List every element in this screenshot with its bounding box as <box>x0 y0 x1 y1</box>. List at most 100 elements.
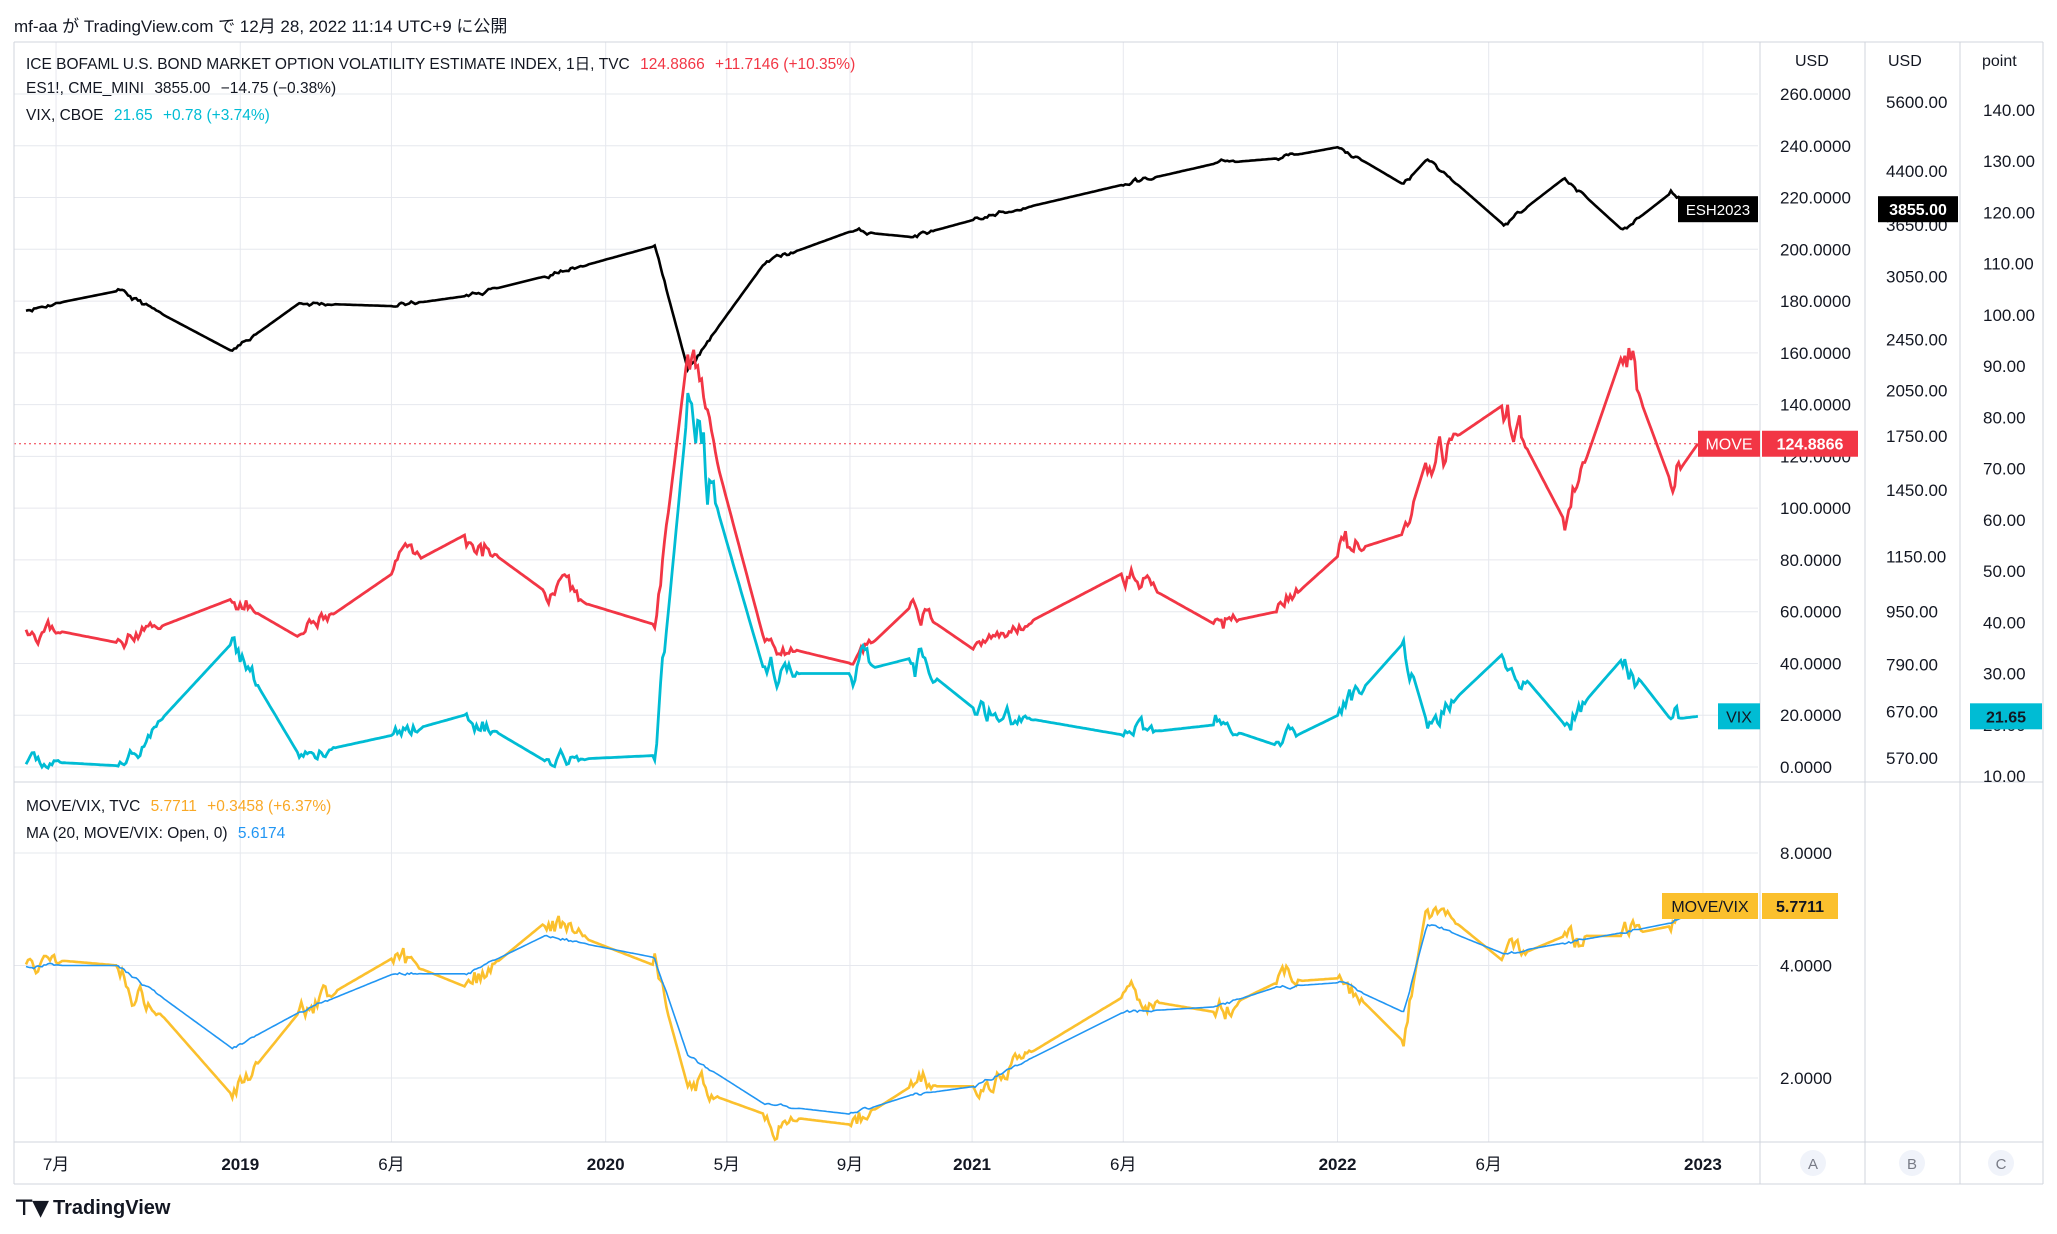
axis-a-tick: 260.0000 <box>1780 85 1851 104</box>
axis-c-tick: 40.00 <box>1983 613 2026 632</box>
axis-b-title: USD <box>1888 53 1922 70</box>
axis-c-tick: 110.00 <box>1983 255 2034 274</box>
vix-value: 21.65 <box>1986 709 2026 726</box>
axis-a-title: USD <box>1795 53 1829 70</box>
legend-vix-name: VIX, CBOE <box>26 107 104 124</box>
es-line <box>25 145 1699 374</box>
es-label: ESH2023 <box>1686 202 1750 219</box>
scale-toggle-a <box>1800 1150 1826 1176</box>
axis-a-tick: 20.0000 <box>1780 706 1841 725</box>
legend-vix[interactable]: VIX, CBOE 21.65 +0.78 (+3.74%) <box>26 107 276 125</box>
scale-label: A <box>1808 1156 1818 1173</box>
ratio-value: 5.7711 <box>1776 899 1824 916</box>
axis-c-tick: 80.00 <box>1983 408 2026 427</box>
axis-b-tick: 2050.00 <box>1886 382 1947 401</box>
chart-frame <box>13 41 2044 1185</box>
axis-c-tick: 120.00 <box>1983 203 2035 222</box>
axis-b-tick: 1150.00 <box>1886 547 1946 566</box>
axis-a-tick: 40.0000 <box>1780 654 1841 673</box>
price-badges: ESH2023 3855.00 MOVE 124.8866 VIX 21.65 MOVE/V… <box>1662 196 2042 920</box>
vix-label-box <box>1718 703 1760 730</box>
legend-move-name: ICE BOFAML U.S. BOND MARKET OPTION VOLAT… <box>26 56 630 73</box>
axis-c-tick: 70.00 <box>1983 460 2026 479</box>
axis-labels: 7月 2019 6月 2020 5月 9月 2021 6月 2022 6月 2023 A B C USD 26… <box>43 53 2035 1176</box>
move-value-box <box>1762 430 1858 457</box>
x-tick-label: 2023 <box>1684 1155 1722 1174</box>
es-value-box <box>1878 196 1958 223</box>
x-tick-label: 2022 <box>1319 1155 1357 1174</box>
legend-ratio-value: 5.7711 <box>150 798 197 815</box>
ratio-label-box <box>1662 893 1758 920</box>
scale-label: B <box>1907 1156 1917 1173</box>
scale-toggle-c <box>1988 1150 2014 1176</box>
legend-vix-value: 21.65 <box>113 107 153 124</box>
legend-ratio[interactable]: MOVE/VIX, TVC 5.7711 +0.3458 (+6.37%) <box>26 798 337 816</box>
move-label-box <box>1698 430 1760 457</box>
legend-ma-name: MA (20, MOVE/VIX: Open, 0) <box>26 825 228 842</box>
axis-a-tick: 100.0000 <box>1780 499 1851 518</box>
axis-b-tick: 3050.00 <box>1886 267 1947 286</box>
axis-c-tick: 140.00 <box>1983 101 2035 120</box>
lower-axis-tick: 2.0000 <box>1780 1069 1832 1088</box>
scale-toggle-b <box>1899 1150 1925 1176</box>
legend-es-name: ES1!, CME_MINI <box>26 80 144 97</box>
vix-label: VIX <box>1726 709 1752 726</box>
axis-a-tick: 220.0000 <box>1780 189 1851 208</box>
axis-a-tick: 160.0000 <box>1780 344 1851 363</box>
axis-c-tick: 90.00 <box>1983 357 2026 376</box>
x-tick-label: 9月 <box>837 1155 863 1174</box>
vix-line <box>24 392 1699 770</box>
axis-b-tick: 2450.00 <box>1886 330 1947 349</box>
axis-c-tick: 50.00 <box>1983 562 2026 581</box>
legend-move-change: +11.7146 (+10.35%) <box>715 56 856 73</box>
move-series-layer <box>24 347 1700 666</box>
x-tick-label: 2019 <box>221 1155 259 1174</box>
ma-series-layer <box>25 909 1699 1115</box>
move-line <box>24 347 1700 666</box>
ratio-line <box>24 904 1699 1142</box>
publish-info: mf-aa が TradingView.com で 12月 28, 2022 1… <box>14 17 508 36</box>
axis-a-tick: 180.0000 <box>1780 292 1851 311</box>
axis-b-tick: 950.00 <box>1886 602 1938 621</box>
axis-c-tick: 30.00 <box>1983 665 2026 684</box>
scale-label: C <box>1996 1156 2007 1173</box>
legend-es-value: 3855.00 <box>154 80 211 97</box>
axis-b-tick: 5600.00 <box>1886 93 1947 112</box>
lower-axis-tick: 8.0000 <box>1780 844 1832 863</box>
legend-ma-value: 5.6174 <box>237 825 286 842</box>
es-value: 3855.00 <box>1889 202 1947 219</box>
axis-c-tick: 10.00 <box>1983 767 2026 786</box>
axis-a-tick: 140.0000 <box>1780 396 1851 415</box>
lower-axis-tick: 4.0000 <box>1780 957 1832 976</box>
axis-c-tick: 60.00 <box>1983 511 2026 530</box>
tradingview-brand[interactable]: ⊤▼ TradingView <box>14 1196 170 1221</box>
axis-a-tick: 80.0000 <box>1780 551 1841 570</box>
ratio-label: MOVE/VIX <box>1671 899 1749 916</box>
x-tick-label: 5月 <box>714 1155 740 1174</box>
legend-es[interactable]: ES1!, CME_MINI 3855.00 −14.75 (−0.38%) <box>26 80 342 98</box>
axis-b-tick: 1750.00 <box>1886 427 1947 446</box>
vix-series-layer <box>24 392 1699 770</box>
axis-a-tick: 200.0000 <box>1780 240 1851 259</box>
axis-b-tick: 670.00 <box>1886 703 1938 722</box>
ratio-series-layer <box>24 904 1699 1142</box>
axis-a-tick: 60.0000 <box>1780 603 1841 622</box>
axis-b-tick: 4400.00 <box>1886 162 1947 181</box>
x-tick-label: 2020 <box>587 1155 625 1174</box>
brand-text: TradingView <box>53 1197 171 1219</box>
grid-lines <box>14 42 1758 1142</box>
axis-c-title: point <box>1982 53 2017 70</box>
x-tick-label: 2021 <box>953 1155 991 1174</box>
legend-ma[interactable]: MA (20, MOVE/VIX: Open, 0) 5.6174 <box>26 825 291 843</box>
legend-move[interactable]: ICE BOFAML U.S. BOND MARKET OPTION VOLAT… <box>26 52 861 74</box>
legend-ratio-name: MOVE/VIX, TVC <box>26 798 141 815</box>
legend-move-value: 124.8866 <box>640 56 705 73</box>
x-tick-label: 6月 <box>378 1155 404 1174</box>
move-label: MOVE <box>1705 437 1752 454</box>
axis-b-tick: 570.00 <box>1886 749 1938 768</box>
axis-b-tick: 1450.00 <box>1886 481 1947 500</box>
axis-c-tick: 130.00 <box>1983 152 2035 171</box>
legend-ratio-change: +0.3458 (+6.37%) <box>207 798 332 815</box>
vix-value-box <box>1970 703 2042 730</box>
